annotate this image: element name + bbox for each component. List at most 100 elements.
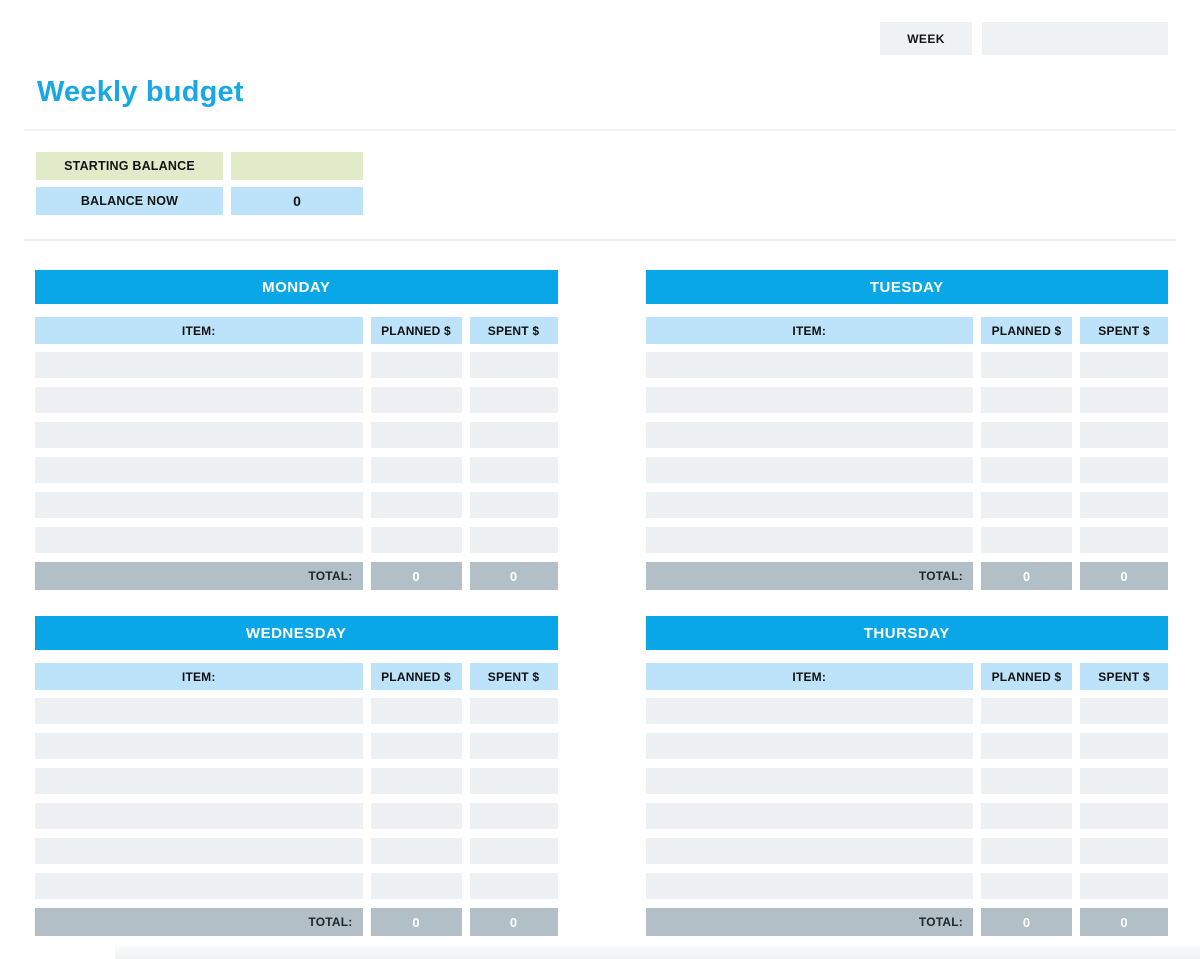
table-row	[35, 527, 558, 553]
spent-input-cell[interactable]	[1080, 698, 1168, 724]
starting-balance-row: STARTING BALANCE	[36, 152, 363, 180]
planned-input-cell[interactable]	[981, 873, 1072, 899]
item-input-cell[interactable]	[645, 352, 973, 378]
column-header-spent: SPENT $	[1080, 317, 1168, 344]
total-row: TOTAL: 0 0	[645, 562, 1168, 590]
table-row	[645, 492, 1168, 518]
table-row	[35, 803, 558, 829]
item-input-cell[interactable]	[35, 422, 363, 448]
item-input-cell[interactable]	[645, 492, 973, 518]
planned-input-cell[interactable]	[981, 352, 1072, 378]
table-row	[645, 803, 1168, 829]
planned-input-cell[interactable]	[370, 457, 462, 483]
total-label: TOTAL:	[35, 562, 363, 590]
planned-input-cell[interactable]	[370, 352, 462, 378]
item-input-cell[interactable]	[35, 352, 363, 378]
spent-input-cell[interactable]	[1080, 457, 1168, 483]
total-row: TOTAL: 0 0	[35, 908, 558, 936]
item-input-cell[interactable]	[645, 803, 973, 829]
column-header-planned: PLANNED $	[370, 317, 462, 344]
planned-input-cell[interactable]	[981, 838, 1072, 864]
table-row	[35, 387, 558, 413]
spent-input-cell[interactable]	[469, 838, 558, 864]
spent-input-cell[interactable]	[469, 803, 558, 829]
column-header-spent: SPENT $	[469, 317, 558, 344]
spent-input-cell[interactable]	[469, 492, 558, 518]
spent-input-cell[interactable]	[1080, 733, 1168, 759]
planned-input-cell[interactable]	[981, 457, 1072, 483]
spent-input-cell[interactable]	[469, 768, 558, 794]
item-input-cell[interactable]	[35, 873, 363, 899]
item-input-cell[interactable]	[645, 733, 973, 759]
item-input-cell[interactable]	[645, 422, 973, 448]
item-input-cell[interactable]	[645, 873, 973, 899]
spent-input-cell[interactable]	[1080, 803, 1168, 829]
spent-input-cell[interactable]	[469, 733, 558, 759]
item-input-cell[interactable]	[645, 457, 973, 483]
column-header-item: ITEM:	[645, 317, 973, 344]
planned-input-cell[interactable]	[981, 492, 1072, 518]
spent-input-cell[interactable]	[469, 387, 558, 413]
spent-input-cell[interactable]	[1080, 492, 1168, 518]
item-input-cell[interactable]	[35, 698, 363, 724]
table-row	[645, 873, 1168, 899]
item-input-cell[interactable]	[645, 387, 973, 413]
spent-input-cell[interactable]	[1080, 352, 1168, 378]
item-input-cell[interactable]	[35, 768, 363, 794]
planned-input-cell[interactable]	[370, 422, 462, 448]
day-table-monday: MONDAY ITEM: PLANNED $ SPENT $ TOTAL: 0 …	[35, 270, 558, 590]
spent-input-cell[interactable]	[1080, 527, 1168, 553]
item-input-cell[interactable]	[35, 803, 363, 829]
planned-input-cell[interactable]	[981, 527, 1072, 553]
day-table-wednesday: WEDNESDAY ITEM: PLANNED $ SPENT $ TOTAL:…	[35, 616, 558, 936]
spent-input-cell[interactable]	[469, 352, 558, 378]
column-header-spent: SPENT $	[1080, 663, 1168, 690]
spent-input-cell[interactable]	[469, 527, 558, 553]
planned-input-cell[interactable]	[981, 768, 1072, 794]
planned-input-cell[interactable]	[370, 838, 462, 864]
total-label: TOTAL:	[645, 562, 973, 590]
planned-input-cell[interactable]	[981, 422, 1072, 448]
item-input-cell[interactable]	[645, 527, 973, 553]
item-input-cell[interactable]	[645, 838, 973, 864]
planned-input-cell[interactable]	[370, 698, 462, 724]
item-input-cell[interactable]	[35, 733, 363, 759]
planned-input-cell[interactable]	[370, 873, 462, 899]
column-header-row: ITEM: PLANNED $ SPENT $	[35, 317, 558, 344]
column-header-row: ITEM: PLANNED $ SPENT $	[645, 317, 1168, 344]
planned-input-cell[interactable]	[981, 733, 1072, 759]
spent-input-cell[interactable]	[1080, 838, 1168, 864]
planned-input-cell[interactable]	[981, 803, 1072, 829]
planned-input-cell[interactable]	[370, 387, 462, 413]
spent-input-cell[interactable]	[1080, 422, 1168, 448]
week-label: WEEK	[880, 22, 972, 55]
planned-input-cell[interactable]	[370, 768, 462, 794]
planned-input-cell[interactable]	[370, 492, 462, 518]
week-value-cell[interactable]	[982, 22, 1168, 55]
item-input-cell[interactable]	[35, 527, 363, 553]
spent-input-cell[interactable]	[1080, 873, 1168, 899]
item-input-cell[interactable]	[35, 457, 363, 483]
planned-input-cell[interactable]	[370, 803, 462, 829]
planned-input-cell[interactable]	[981, 698, 1072, 724]
total-row: TOTAL: 0 0	[35, 562, 558, 590]
spent-input-cell[interactable]	[1080, 768, 1168, 794]
item-input-cell[interactable]	[35, 838, 363, 864]
planned-input-cell[interactable]	[370, 527, 462, 553]
table-row	[645, 457, 1168, 483]
day-tables-grid: MONDAY ITEM: PLANNED $ SPENT $ TOTAL: 0 …	[35, 270, 1168, 936]
spent-input-cell[interactable]	[1080, 387, 1168, 413]
item-input-cell[interactable]	[645, 768, 973, 794]
spent-input-cell[interactable]	[469, 457, 558, 483]
column-header-row: ITEM: PLANNED $ SPENT $	[35, 663, 558, 690]
planned-input-cell[interactable]	[981, 387, 1072, 413]
spent-input-cell[interactable]	[469, 422, 558, 448]
table-row	[35, 698, 558, 724]
spent-input-cell[interactable]	[469, 873, 558, 899]
item-input-cell[interactable]	[35, 492, 363, 518]
item-input-cell[interactable]	[35, 387, 363, 413]
starting-balance-value-cell[interactable]	[231, 152, 363, 180]
spent-input-cell[interactable]	[469, 698, 558, 724]
item-input-cell[interactable]	[645, 698, 973, 724]
planned-input-cell[interactable]	[370, 733, 462, 759]
